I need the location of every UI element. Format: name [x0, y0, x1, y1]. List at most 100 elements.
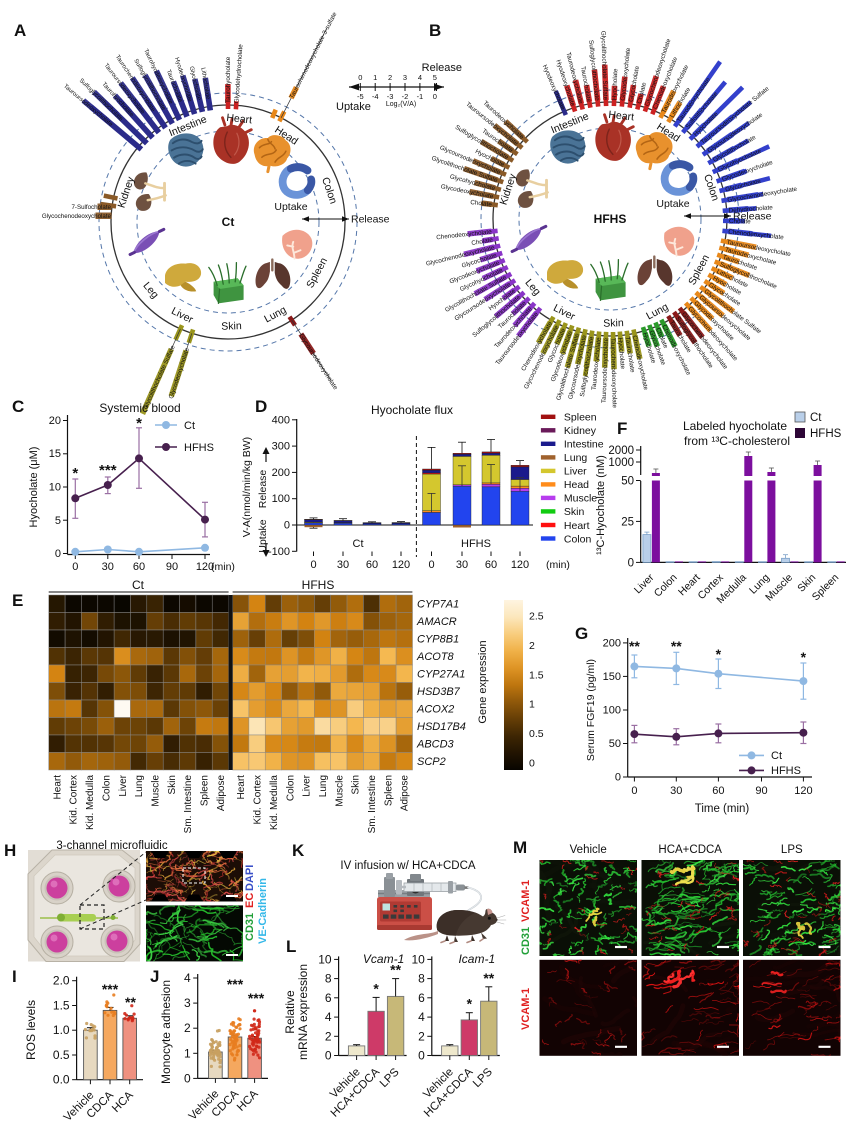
svg-text:Adipose: Adipose — [400, 775, 411, 812]
svg-text:***: *** — [99, 462, 117, 479]
svg-text:HFHS: HFHS — [302, 578, 335, 592]
svg-text:¹³C-Hyocholate (nM): ¹³C-Hyocholate (nM) — [595, 455, 607, 555]
svg-text:Colon: Colon — [101, 775, 112, 801]
svg-text:Muscle: Muscle — [150, 775, 161, 807]
svg-text:Labeled hyocholate: Labeled hyocholate — [683, 419, 787, 433]
svg-text:Sm. Intestine: Sm. Intestine — [183, 775, 194, 834]
svg-text:SCP2: SCP2 — [417, 756, 446, 768]
svg-text:Icam-1: Icam-1 — [458, 952, 495, 966]
svg-text:Ct: Ct — [810, 412, 822, 424]
svg-text:EC: EC — [244, 893, 256, 908]
svg-text:0: 0 — [631, 785, 637, 797]
svg-text:H: H — [4, 841, 16, 860]
svg-text:-4: -4 — [372, 92, 379, 101]
svg-text:LPS: LPS — [781, 844, 803, 856]
svg-text:2: 2 — [529, 640, 535, 652]
svg-text:-5: -5 — [357, 92, 364, 101]
svg-text:Taurochenodeoxycholate: Taurochenodeoxycholate — [609, 338, 618, 409]
svg-text:Systemic blood: Systemic blood — [99, 401, 180, 415]
svg-text:30: 30 — [670, 785, 682, 797]
svg-text:2: 2 — [325, 1029, 332, 1043]
svg-text:G: G — [575, 624, 588, 643]
svg-text:Liver: Liver — [564, 466, 587, 478]
svg-text:**: ** — [483, 970, 494, 986]
svg-text:Heart: Heart — [608, 109, 635, 124]
svg-text:Hyocholate (μM): Hyocholate (μM) — [28, 447, 40, 528]
svg-text:90: 90 — [166, 561, 178, 573]
svg-text:**: ** — [125, 994, 136, 1010]
svg-text:60: 60 — [366, 559, 378, 571]
svg-text:1: 1 — [184, 1046, 191, 1060]
svg-text:Tauroursodeoxycholate: Tauroursodeoxycholate — [601, 337, 610, 403]
svg-text:Gene expression: Gene expression — [477, 640, 489, 723]
svg-text:Dehydrocholate: Dehydrocholate — [728, 204, 773, 214]
svg-text:*: * — [136, 415, 142, 432]
svg-text:Cholate: Cholate — [471, 236, 494, 247]
svg-text:20: 20 — [49, 415, 61, 427]
svg-text:HFHS: HFHS — [810, 428, 842, 440]
svg-text:200: 200 — [603, 637, 621, 649]
svg-text:0: 0 — [428, 559, 434, 571]
svg-text:0: 0 — [628, 557, 634, 569]
svg-text:2: 2 — [184, 1021, 191, 1035]
svg-text:ROS levels: ROS levels — [24, 1000, 38, 1060]
svg-text:Muscle: Muscle — [564, 493, 597, 505]
svg-text:J: J — [150, 967, 159, 986]
svg-text:CYP8B1: CYP8B1 — [417, 634, 459, 646]
svg-text:Cholate: Cholate — [729, 218, 751, 225]
svg-text:C: C — [12, 397, 24, 416]
svg-text:Colon: Colon — [564, 533, 592, 545]
svg-text:Ct: Ct — [132, 578, 145, 592]
svg-text:5: 5 — [55, 515, 61, 527]
svg-text:120: 120 — [794, 785, 812, 797]
svg-text:2000: 2000 — [608, 445, 634, 457]
svg-text:120: 120 — [511, 559, 529, 571]
svg-text:-100: -100 — [268, 546, 290, 558]
svg-text:Hyocholate flux: Hyocholate flux — [371, 403, 453, 417]
svg-text:300: 300 — [272, 441, 290, 453]
svg-text:0.5: 0.5 — [529, 728, 544, 740]
svg-text:50: 50 — [621, 476, 634, 488]
svg-text:8: 8 — [418, 972, 425, 986]
svg-text:Muscle: Muscle — [334, 775, 345, 807]
svg-text:Spleen: Spleen — [383, 775, 394, 806]
svg-text:Log₂(V/A): Log₂(V/A) — [386, 101, 416, 108]
svg-text:1: 1 — [373, 73, 377, 82]
svg-text:I: I — [12, 967, 17, 986]
svg-text:Uptake: Uptake — [274, 201, 307, 213]
svg-text:Lithocholate: Lithocholate — [199, 67, 210, 101]
svg-text:2.0: 2.0 — [53, 974, 70, 988]
svg-text:10: 10 — [411, 952, 425, 966]
svg-text:ACOX2: ACOX2 — [416, 704, 454, 716]
svg-text:Kid. Medulla: Kid. Medulla — [269, 775, 280, 830]
svg-text:HFHS: HFHS — [771, 765, 801, 777]
svg-text:90: 90 — [755, 785, 767, 797]
svg-text:Release: Release — [351, 214, 390, 226]
svg-text:1: 1 — [529, 699, 535, 711]
svg-text:**: ** — [629, 638, 640, 654]
svg-text:Serum FGF19 (pg/ml): Serum FGF19 (pg/ml) — [585, 659, 597, 761]
svg-text:(min): (min) — [211, 561, 235, 573]
svg-text:0: 0 — [358, 73, 362, 82]
svg-text:Liver: Liver — [118, 774, 129, 796]
svg-text:3-channel microfluidic: 3-channel microfluidic — [56, 840, 167, 852]
svg-text:60: 60 — [485, 559, 497, 571]
svg-text:10: 10 — [49, 482, 61, 494]
svg-text:Intestine: Intestine — [564, 439, 604, 451]
svg-text:-3: -3 — [387, 92, 394, 101]
svg-text:6: 6 — [325, 991, 332, 1005]
svg-text:Adipose: Adipose — [216, 775, 227, 812]
svg-text:L: L — [286, 937, 296, 956]
svg-text:Glycodehydrocholate: Glycodehydrocholate — [233, 44, 244, 104]
svg-text:*: * — [373, 980, 379, 996]
svg-text:Uptake: Uptake — [257, 519, 269, 552]
svg-text:200: 200 — [272, 467, 290, 479]
svg-text:Head: Head — [564, 479, 589, 491]
svg-text:25: 25 — [621, 516, 634, 528]
svg-text:Skin: Skin — [221, 320, 242, 333]
svg-text:VE-Cadherin: VE-Cadherin — [257, 878, 269, 944]
svg-text:HFHS: HFHS — [594, 212, 627, 226]
svg-text:3: 3 — [184, 996, 191, 1010]
svg-text:Kid. Medulla: Kid. Medulla — [85, 775, 96, 830]
svg-text:*: * — [716, 646, 722, 662]
